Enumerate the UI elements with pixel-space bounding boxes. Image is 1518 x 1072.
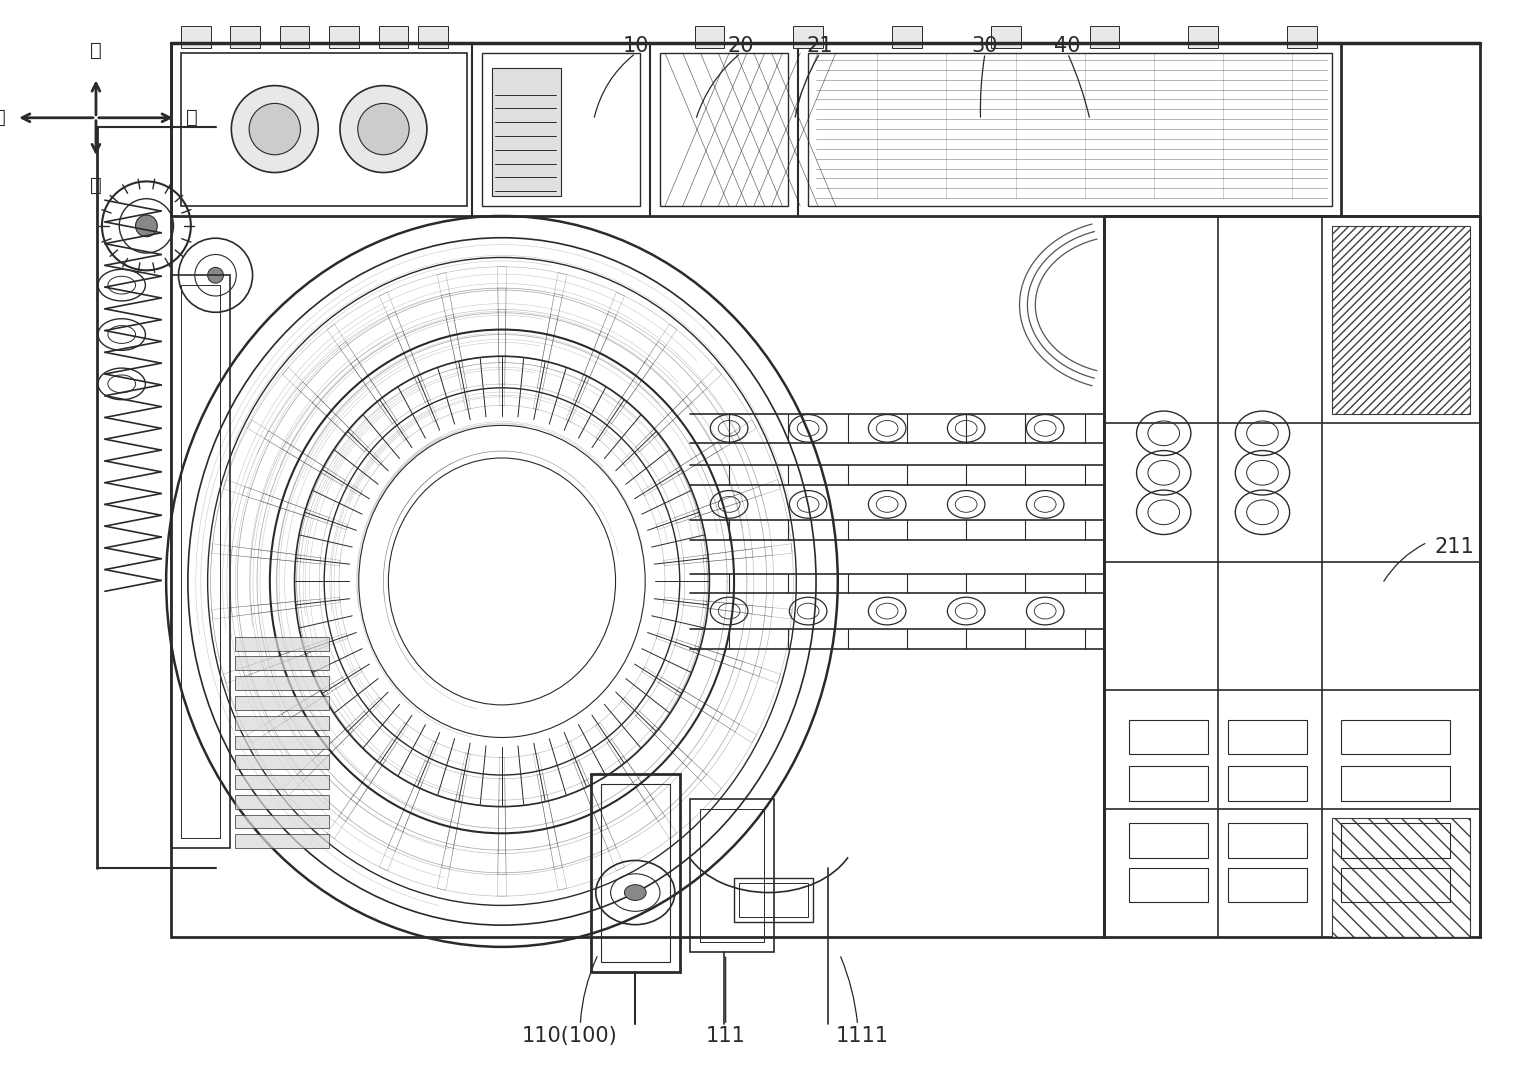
Text: 左: 左: [0, 108, 6, 128]
Bar: [1342, 719, 1450, 755]
Bar: [1331, 226, 1469, 414]
Bar: [235, 775, 329, 789]
Bar: [235, 676, 329, 690]
Bar: [1287, 27, 1316, 48]
Bar: [1228, 823, 1307, 858]
Bar: [1129, 868, 1208, 903]
Ellipse shape: [624, 884, 647, 900]
Bar: [181, 27, 211, 48]
Text: 111: 111: [706, 1026, 745, 1046]
Ellipse shape: [340, 86, 427, 173]
Bar: [739, 882, 808, 918]
Bar: [660, 53, 788, 206]
Ellipse shape: [208, 267, 223, 283]
Bar: [235, 815, 329, 829]
Bar: [235, 735, 329, 749]
Bar: [417, 27, 448, 48]
Bar: [808, 53, 1331, 206]
Text: 40: 40: [1055, 35, 1081, 56]
Text: 上: 上: [90, 41, 102, 60]
Text: 110(100): 110(100): [522, 1026, 618, 1046]
Bar: [235, 756, 329, 769]
Bar: [279, 27, 310, 48]
Bar: [235, 656, 329, 670]
Text: 30: 30: [972, 35, 999, 56]
Bar: [235, 716, 329, 730]
Text: 下: 下: [90, 176, 102, 195]
Bar: [1342, 766, 1450, 801]
Bar: [794, 27, 823, 48]
Bar: [1129, 766, 1208, 801]
Text: 10: 10: [622, 35, 650, 56]
Bar: [601, 784, 669, 962]
Bar: [1228, 719, 1307, 755]
Bar: [1129, 719, 1208, 755]
Bar: [172, 276, 231, 848]
Text: 21: 21: [808, 35, 833, 56]
Text: 20: 20: [727, 35, 754, 56]
Bar: [689, 799, 774, 952]
Ellipse shape: [249, 103, 301, 154]
Bar: [1228, 766, 1307, 801]
Bar: [235, 637, 329, 651]
Text: 211: 211: [1435, 537, 1474, 556]
Bar: [231, 27, 260, 48]
Bar: [1090, 27, 1119, 48]
Text: 1111: 1111: [835, 1026, 888, 1046]
Bar: [1228, 868, 1307, 903]
Bar: [1189, 27, 1217, 48]
Bar: [700, 808, 764, 942]
Ellipse shape: [358, 103, 410, 154]
Bar: [181, 285, 220, 838]
Bar: [1331, 819, 1469, 937]
Bar: [591, 774, 680, 971]
Bar: [483, 53, 641, 206]
Bar: [172, 43, 1342, 215]
Ellipse shape: [135, 215, 158, 237]
Bar: [735, 878, 814, 922]
Bar: [893, 27, 921, 48]
Text: 右: 右: [185, 108, 197, 128]
Bar: [695, 27, 724, 48]
Bar: [235, 794, 329, 808]
Bar: [492, 68, 562, 196]
Bar: [1129, 823, 1208, 858]
Bar: [378, 27, 408, 48]
Bar: [1105, 215, 1480, 937]
Bar: [991, 27, 1020, 48]
Bar: [235, 696, 329, 710]
Ellipse shape: [231, 86, 319, 173]
Bar: [235, 834, 329, 848]
Bar: [1342, 823, 1450, 858]
Bar: [181, 53, 468, 206]
Bar: [1342, 868, 1450, 903]
Bar: [329, 27, 358, 48]
